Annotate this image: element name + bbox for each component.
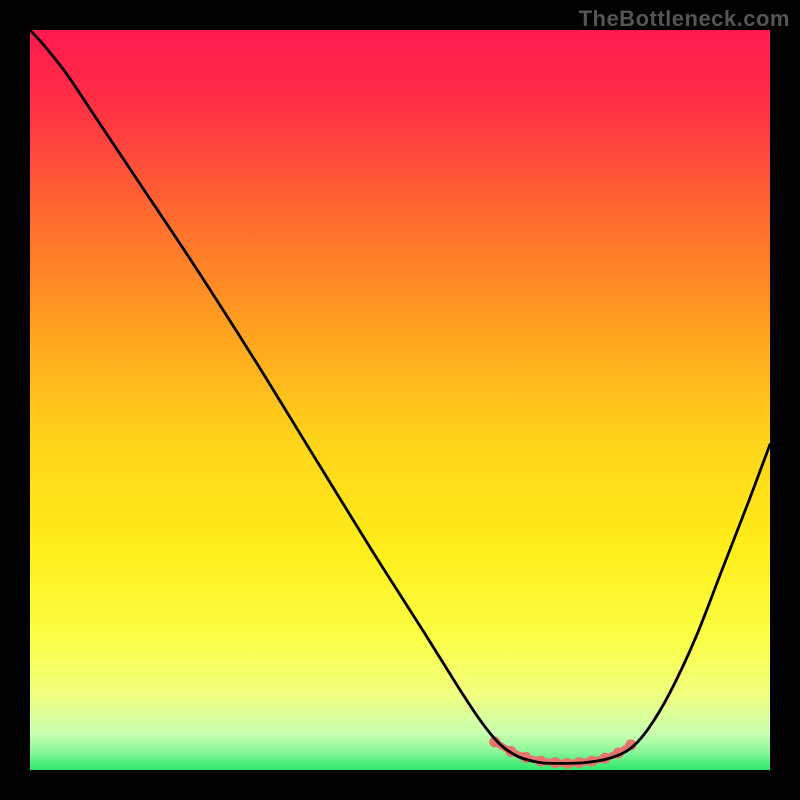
watermark-text: TheBottleneck.com	[579, 6, 790, 32]
gradient-background	[30, 30, 770, 770]
chart-svg	[30, 30, 770, 770]
chart-plot-area	[30, 30, 770, 770]
